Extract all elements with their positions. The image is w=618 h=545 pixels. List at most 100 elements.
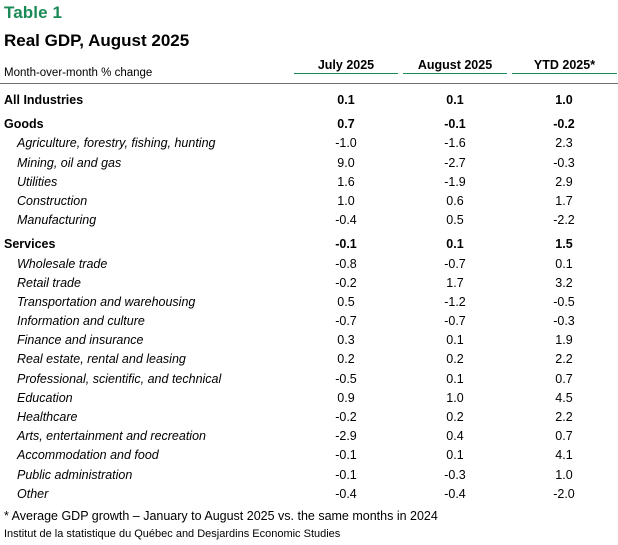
ytd-2025-value: 1.5 xyxy=(555,237,573,252)
ytd-2025-value: 1.0 xyxy=(555,93,573,107)
table-row: Other -0.4 -0.4 -2.0 xyxy=(0,485,618,504)
table-row: Public administration -0.1 -0.3 1.0 xyxy=(0,466,618,485)
august-2025-value: -0.7 xyxy=(444,314,466,329)
source-note: Institut de la statistique du Québec and… xyxy=(4,528,341,540)
july-2025-value: -0.1 xyxy=(335,237,357,252)
july-2025-value: -2.9 xyxy=(335,429,357,444)
ytd-2025-value: 1.9 xyxy=(555,333,573,348)
august-2025-value: -0.1 xyxy=(444,117,466,132)
table-row: Services -0.1 0.1 1.5 xyxy=(0,235,618,254)
august-2025-value: 0.1 xyxy=(446,333,464,348)
ytd-2025-value: 2.9 xyxy=(555,174,573,189)
table-row: Information and culture -0.7 -0.7 -0.3 xyxy=(0,312,618,331)
row-label: Services xyxy=(4,237,56,252)
footnote: * Average GDP growth – January to August… xyxy=(4,509,438,523)
july-2025-value: 0.3 xyxy=(337,333,355,348)
row-label: Manufacturing xyxy=(17,213,97,228)
row-label: Real estate, rental and leasing xyxy=(17,352,186,367)
august-2025-value: 1.0 xyxy=(446,390,464,405)
august-2025-value: 0.1 xyxy=(446,237,464,252)
table-row: Accommodation and food -0.1 0.1 4.1 xyxy=(0,446,618,465)
row-label: Education xyxy=(17,390,73,405)
ytd-2025-value: -2.2 xyxy=(553,213,575,228)
july-2025-value: -0.5 xyxy=(335,371,357,386)
header-divider xyxy=(0,83,618,84)
august-2025-value: 0.1 xyxy=(446,93,464,107)
row-label: Transportation and warehousing xyxy=(17,294,196,309)
table-title: Real GDP, August 2025 xyxy=(4,31,190,50)
ytd-2025-value: -0.5 xyxy=(553,294,575,309)
july-2025-value: -0.2 xyxy=(335,275,357,290)
row-label: Utilities xyxy=(17,174,58,189)
row-label: Healthcare xyxy=(17,410,78,424)
ytd-2025-value: 0.7 xyxy=(555,429,573,444)
august-2025-value: -1.6 xyxy=(444,136,466,151)
table-row: Agriculture, forestry, fishing, hunting -… xyxy=(0,134,618,153)
row-label: Accommodation and food xyxy=(17,448,159,463)
ytd-2025-value: -0.3 xyxy=(553,155,575,170)
ytd-2025-value: 1.7 xyxy=(555,193,573,208)
ytd-2025-value: 2.2 xyxy=(555,410,573,424)
table-row: Goods 0.7 -0.1 -0.2 xyxy=(0,115,618,134)
row-label: Finance and insurance xyxy=(17,333,144,348)
table-row: Manufacturing -0.4 0.5 -2.2 xyxy=(0,211,618,230)
july-2025-value: -0.4 xyxy=(335,486,357,501)
ytd-2025-value: 0.1 xyxy=(555,256,573,271)
august-2025-value: 0.1 xyxy=(446,371,464,386)
july-2025-value: -0.7 xyxy=(335,314,357,329)
august-2025-value: 0.2 xyxy=(446,410,464,424)
august-2025-value: -1.2 xyxy=(444,294,466,309)
august-2025-value: -2.7 xyxy=(444,155,466,170)
july-2025-value: 1.6 xyxy=(337,174,355,189)
row-label: Retail trade xyxy=(17,275,81,290)
table-row: Finance and insurance 0.3 0.1 1.9 xyxy=(0,331,618,350)
ytd-2025-value: 0.7 xyxy=(555,371,573,386)
july-2025-value: -0.8 xyxy=(335,256,357,271)
table-row: Retail trade -0.2 1.7 3.2 xyxy=(0,274,618,293)
august-2025-value: 0.2 xyxy=(446,352,464,367)
ytd-2025-value: 2.3 xyxy=(555,136,573,151)
table-row: Utilities 1.6 -1.9 2.9 xyxy=(0,173,618,192)
column-header-july-2025: July 2025 xyxy=(294,58,398,74)
table-row: Transportation and warehousing 0.5 -1.2 -0.… xyxy=(0,293,618,312)
row-label: Wholesale trade xyxy=(17,256,108,271)
table-row: Mining, oil and gas 9.0 -2.7 -0.3 xyxy=(0,154,618,173)
row-label: Mining, oil and gas xyxy=(17,155,122,170)
july-2025-value: -0.4 xyxy=(335,213,357,228)
july-2025-value: 0.1 xyxy=(337,93,355,107)
august-2025-value: 1.7 xyxy=(446,275,464,290)
table-row: Wholesale trade -0.8 -0.7 0.1 xyxy=(0,255,618,274)
row-label: Agriculture, forestry, fishing, hunting xyxy=(17,136,216,151)
july-2025-value: 0.2 xyxy=(337,352,355,367)
table-row: Arts, entertainment and recreation -2.9 0.… xyxy=(0,427,618,446)
july-2025-value: 1.0 xyxy=(337,193,355,208)
column-header-ytd-2025: YTD 2025* xyxy=(512,58,617,74)
august-2025-value: -0.3 xyxy=(444,467,466,482)
july-2025-value: 0.5 xyxy=(337,294,355,309)
august-2025-value: 0.1 xyxy=(446,448,464,463)
july-2025-value: -1.0 xyxy=(335,136,357,151)
table-row: Construction 1.0 0.6 1.7 xyxy=(0,192,618,211)
table-body: All Industries 0.1 0.1 1.0 Goods 0.7 -0.1 -0.2 A… xyxy=(0,91,618,504)
july-2025-value: -0.1 xyxy=(335,467,357,482)
row-label: Construction xyxy=(17,193,88,208)
ytd-2025-value: 4.1 xyxy=(555,448,573,463)
row-label: Public administration xyxy=(17,467,133,482)
august-2025-value: -0.4 xyxy=(444,486,466,501)
august-2025-value: -0.7 xyxy=(444,256,466,271)
table-label: Table 1 xyxy=(4,3,63,22)
july-2025-value: -0.2 xyxy=(335,410,357,424)
july-2025-value: 9.0 xyxy=(337,155,355,170)
table-row: All Industries 0.1 0.1 1.0 xyxy=(0,91,618,110)
table-row: Real estate, rental and leasing 0.2 0.2 2.2 xyxy=(0,350,618,369)
row-label: Professional, scientific, and technical xyxy=(17,371,222,386)
ytd-2025-value: 4.5 xyxy=(555,390,573,405)
row-label: Arts, entertainment and recreation xyxy=(17,429,206,444)
august-2025-value: 0.6 xyxy=(446,193,464,208)
july-2025-value: -0.1 xyxy=(335,448,357,463)
row-label: Information and culture xyxy=(17,314,145,329)
august-2025-value: -1.9 xyxy=(444,174,466,189)
ytd-2025-value: -2.0 xyxy=(553,486,575,501)
ytd-2025-value: -0.2 xyxy=(553,117,575,132)
ytd-2025-value: 2.2 xyxy=(555,352,573,367)
